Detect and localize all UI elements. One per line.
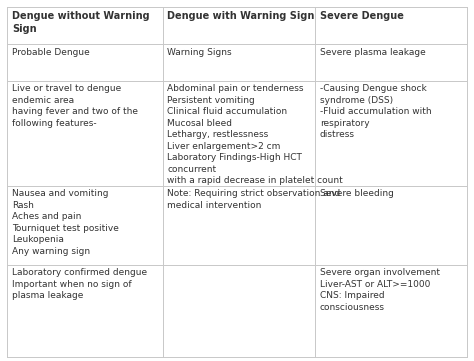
Text: Severe Dengue: Severe Dengue: [320, 11, 404, 21]
Text: Severe bleeding: Severe bleeding: [320, 190, 394, 199]
Text: Warning Signs: Warning Signs: [167, 48, 232, 57]
Text: Nausea and vomiting
Rash
Aches and pain
Tourniquet test positive
Leukopenia
Any : Nausea and vomiting Rash Aches and pain …: [12, 190, 118, 256]
Text: Severe plasma leakage: Severe plasma leakage: [320, 48, 426, 57]
Text: Dengue without Warning
Sign: Dengue without Warning Sign: [12, 11, 149, 34]
Text: Note: Requiring strict observation and
medical intervention: Note: Requiring strict observation and m…: [167, 190, 340, 210]
Text: Severe organ involvement
Liver-AST or ALT>=1000
CNS: Impaired
consciousness: Severe organ involvement Liver-AST or AL…: [320, 268, 440, 312]
Text: Probable Dengue: Probable Dengue: [12, 48, 90, 57]
Text: Abdominal pain or tenderness
Persistent vomiting
Clinical fluid accumulation
Muc: Abdominal pain or tenderness Persistent …: [167, 84, 343, 185]
Text: Live or travel to dengue
endemic area
having fever and two of the
following feat: Live or travel to dengue endemic area ha…: [12, 84, 138, 128]
Text: Dengue with Warning Sign: Dengue with Warning Sign: [167, 11, 315, 21]
Text: -Causing Dengue shock
syndrome (DSS)
-Fluid accumulation with
respiratory
distre: -Causing Dengue shock syndrome (DSS) -Fl…: [320, 84, 431, 139]
Text: Laboratory confirmed dengue
Important when no sign of
plasma leakage: Laboratory confirmed dengue Important wh…: [12, 268, 147, 300]
